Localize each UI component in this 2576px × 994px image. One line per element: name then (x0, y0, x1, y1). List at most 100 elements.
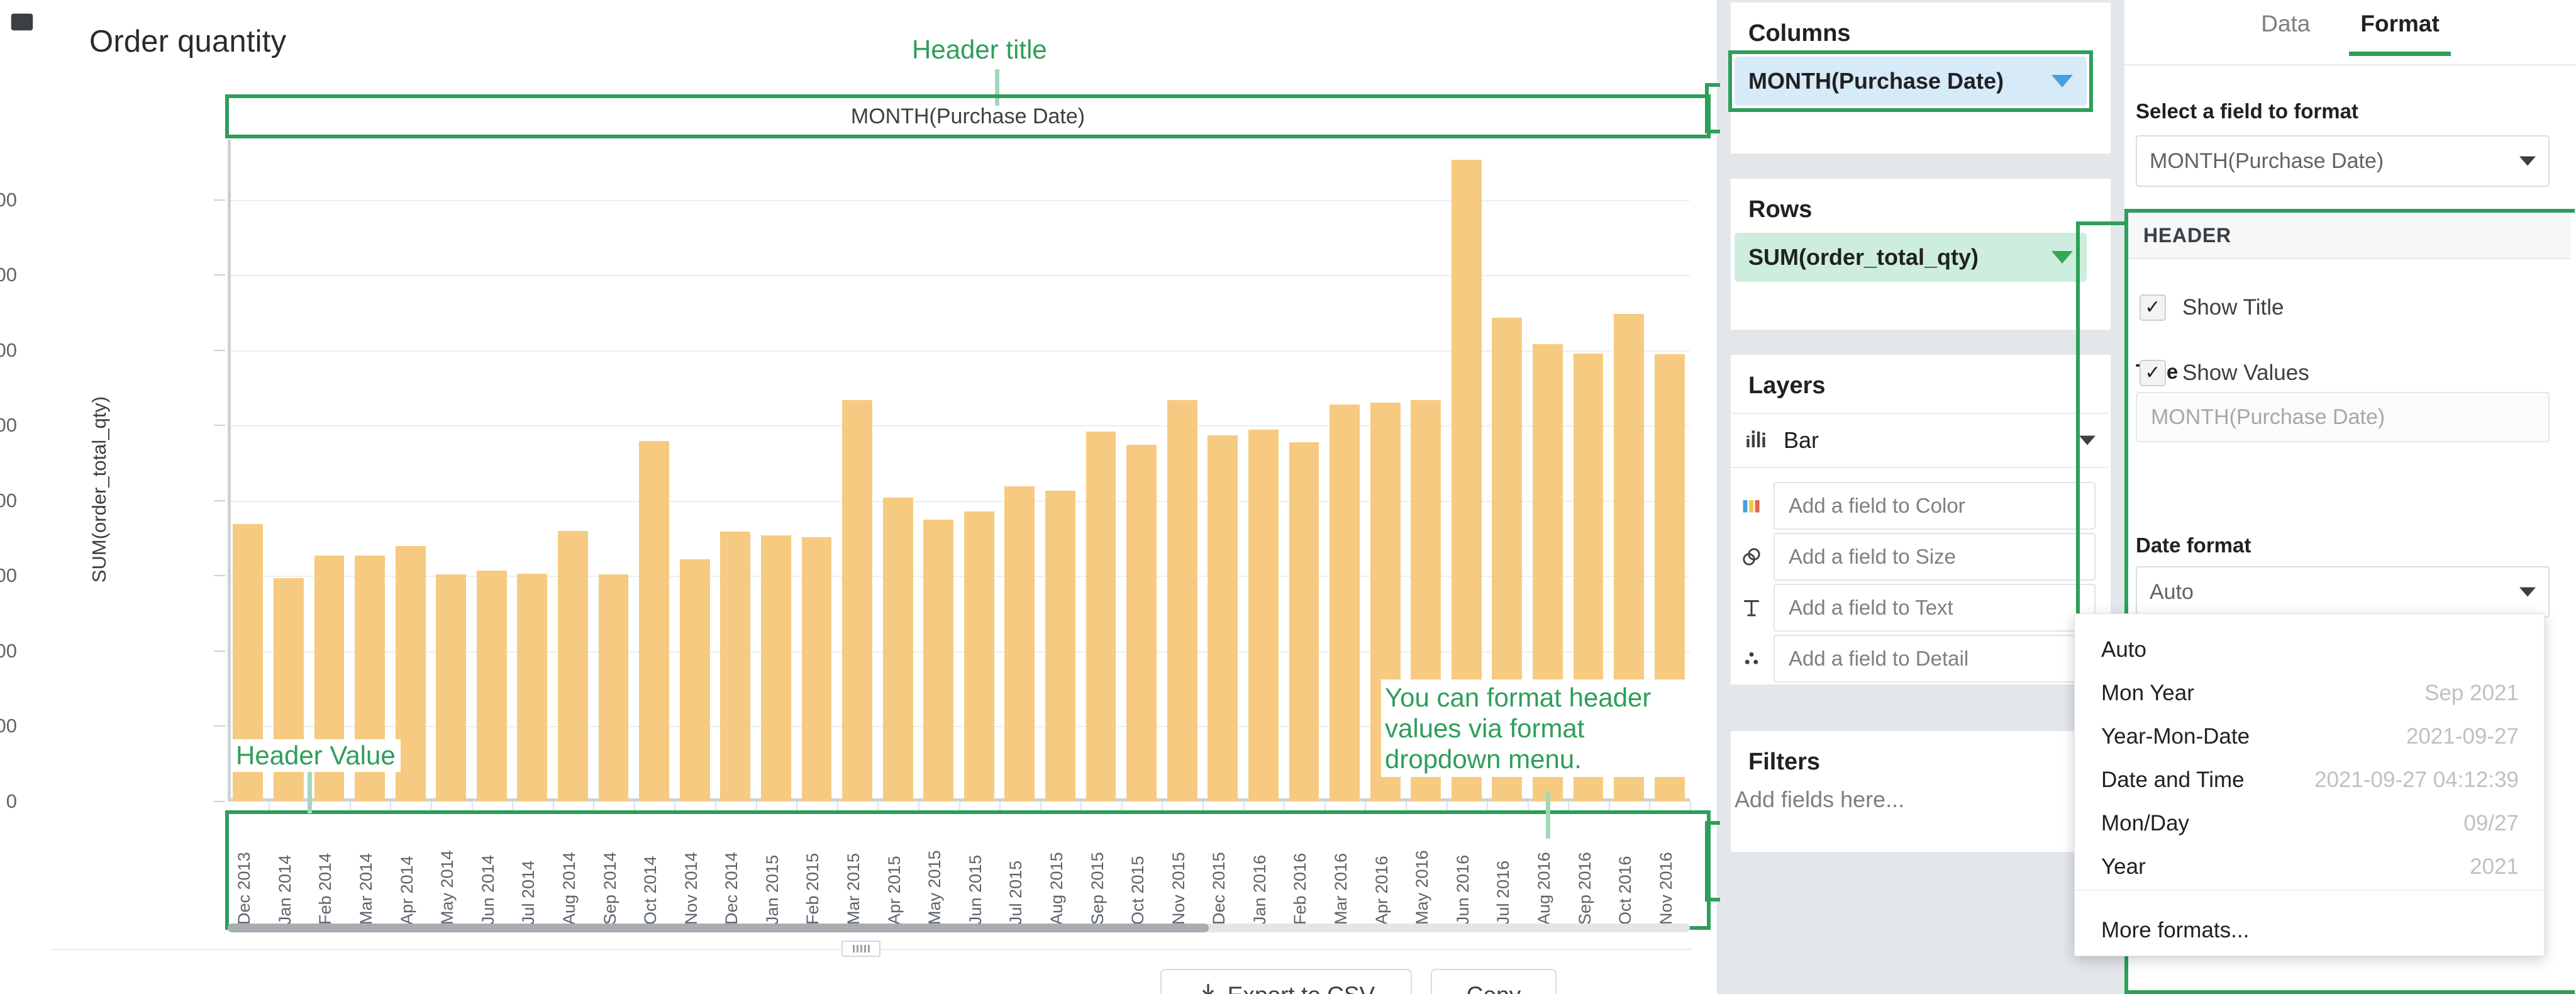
chevron-down-icon[interactable] (2519, 156, 2536, 166)
bar[interactable] (720, 531, 751, 801)
y-axis-tick-mark (214, 650, 225, 652)
x-axis-tick-mark (796, 801, 798, 812)
menu-item-more-formats[interactable]: More formats... (2075, 908, 2545, 952)
grip-line (863, 945, 866, 952)
bar[interactable] (923, 519, 954, 801)
bar[interactable] (1045, 491, 1075, 801)
rows-field-pill[interactable]: SUM(order_total_qty) (1735, 233, 2087, 282)
rows-title: Rows (1748, 196, 1813, 223)
grip-line (852, 945, 855, 952)
menu-item-date-and-time[interactable]: Date and Time 2021-09-27 04:12:39 (2075, 758, 2545, 802)
field-to-format-select[interactable]: MONTH(Purchase Date) (2136, 135, 2550, 187)
bar[interactable] (1126, 445, 1157, 801)
bar[interactable] (679, 559, 710, 801)
x-axis-tick-label: Oct 2014 (641, 856, 660, 925)
export-to-csv-button[interactable]: Export to CSV (1160, 969, 1412, 994)
x-axis-tick-label: Oct 2016 (1616, 856, 1635, 925)
menu-item-label: Auto (2101, 637, 2146, 662)
bar[interactable] (1248, 430, 1279, 801)
bar[interactable] (801, 537, 832, 801)
date-format-dropdown-menu[interactable]: Auto Mon Year Sep 2021 Year-Mon-Date 2021-09… (2074, 613, 2545, 956)
select-field-to-format-label: Select a field to format (2136, 99, 2358, 123)
columns-title: Columns (1748, 20, 1851, 47)
x-axis-tick-mark (633, 801, 635, 812)
gridline (231, 500, 1690, 502)
x-axis-tick-mark (1608, 801, 1610, 812)
x-axis-tick-label: Aug 2014 (559, 852, 579, 925)
menu-item-mon-year[interactable]: Mon Year Sep 2021 (2075, 671, 2545, 715)
menu-item-mon-day[interactable]: Mon/Day 09/27 (2075, 801, 2545, 846)
bar[interactable] (436, 574, 467, 801)
show-title-label: Show Title (2182, 295, 2284, 320)
format-panel-tabs: Data Format (2124, 0, 2576, 65)
tab-data[interactable]: Data (2261, 11, 2311, 36)
show-values-checkbox-row[interactable]: ✓ Show Values (2140, 360, 2309, 386)
menu-item-auto[interactable]: Auto (2075, 628, 2545, 672)
bar[interactable] (476, 571, 507, 801)
show-values-checkbox[interactable]: ✓ (2140, 360, 2166, 386)
bar[interactable] (1085, 431, 1116, 801)
chevron-down-icon[interactable] (2051, 251, 2073, 264)
menu-item-label: Year-Mon-Date (2101, 724, 2250, 749)
x-axis-tick-mark (1121, 801, 1123, 812)
y-axis-tick-label: 4000000 (0, 489, 17, 511)
bar[interactable] (1330, 404, 1360, 801)
x-axis-tick-mark (1649, 801, 1651, 812)
x-axis-tick-mark (268, 801, 270, 812)
bar[interactable] (558, 530, 588, 801)
bar[interactable] (842, 399, 872, 801)
chevron-down-icon[interactable] (2079, 435, 2096, 445)
x-axis-tick-mark (390, 801, 392, 812)
bar[interactable] (1004, 486, 1035, 801)
bar[interactable] (1289, 442, 1319, 801)
layer-mark-type-selector[interactable]: Bar (1731, 413, 2108, 468)
columns-callout-rail (1705, 83, 1720, 133)
show-title-checkbox[interactable]: ✓ (2140, 294, 2166, 321)
x-axis-tick-label: Feb 2016 (1291, 852, 1310, 925)
columns-field-pill[interactable]: MONTH(Purchase Date) (1735, 57, 2087, 106)
x-axis-tick-label: Aug 2015 (1046, 852, 1066, 925)
bar[interactable] (598, 574, 629, 801)
menu-item-year[interactable]: Year 2021 (2075, 845, 2545, 889)
resize-grip-handle[interactable] (841, 941, 880, 957)
filters-placeholder[interactable]: Add fields here... (1735, 786, 1905, 812)
x-axis-tick-label: Apr 2016 (1372, 856, 1391, 925)
bar[interactable] (517, 573, 548, 801)
bar[interactable] (963, 511, 994, 801)
bar[interactable] (1208, 435, 1238, 801)
x-axis-tick-label: Mar 2014 (357, 852, 376, 925)
size-field-slot[interactable]: Add a field to Size (1774, 533, 2096, 581)
x-axis-tick-mark (1527, 801, 1529, 812)
menu-item-year-mon-date[interactable]: Year-Mon-Date 2021-09-27 (2075, 715, 2545, 759)
bar[interactable] (882, 498, 913, 801)
x-axis-tick-label: Sep 2015 (1087, 852, 1107, 925)
tab-format[interactable]: Format (2349, 11, 2451, 56)
bar[interactable] (639, 441, 669, 801)
horizontal-scrollbar-thumb[interactable] (228, 924, 1209, 932)
y-axis-tick-label: 5000000 (0, 414, 17, 437)
column-header-highlight-box (225, 94, 1711, 138)
x-axis-tick-label: Jul 2016 (1494, 860, 1513, 925)
plot-area (228, 140, 1690, 801)
show-values-label: Show Values (2182, 360, 2309, 385)
x-axis-tick-mark (593, 801, 595, 812)
color-field-slot[interactable]: Add a field to Color (1774, 482, 2096, 530)
show-title-checkbox-row[interactable]: ✓ Show Title (2140, 294, 2284, 321)
table-view-button[interactable] (0, 0, 44, 44)
x-axis-tick-mark (471, 801, 473, 812)
gridline (231, 576, 1690, 578)
copy-button[interactable]: Copy (1431, 969, 1557, 994)
bar[interactable] (1167, 399, 1197, 801)
bar[interactable] (760, 535, 791, 801)
y-axis-tick-label: 0 (6, 790, 17, 812)
chevron-down-icon[interactable] (2051, 75, 2073, 87)
x-axis-tick-label: May 2016 (1413, 850, 1432, 925)
text-field-slot[interactable]: Add a field to Text (1774, 584, 2096, 632)
chevron-down-icon[interactable] (2519, 587, 2536, 597)
date-format-select[interactable]: Auto (2136, 566, 2550, 618)
detail-field-slot[interactable]: Add a field to Detail (1774, 635, 2096, 683)
layers-title: Layers (1748, 372, 1826, 399)
filters-callout-rail (1705, 821, 1720, 902)
title-input[interactable]: MONTH(Purchase Date) (2136, 392, 2550, 442)
x-axis-tick-label: Jun 2016 (1453, 854, 1472, 925)
